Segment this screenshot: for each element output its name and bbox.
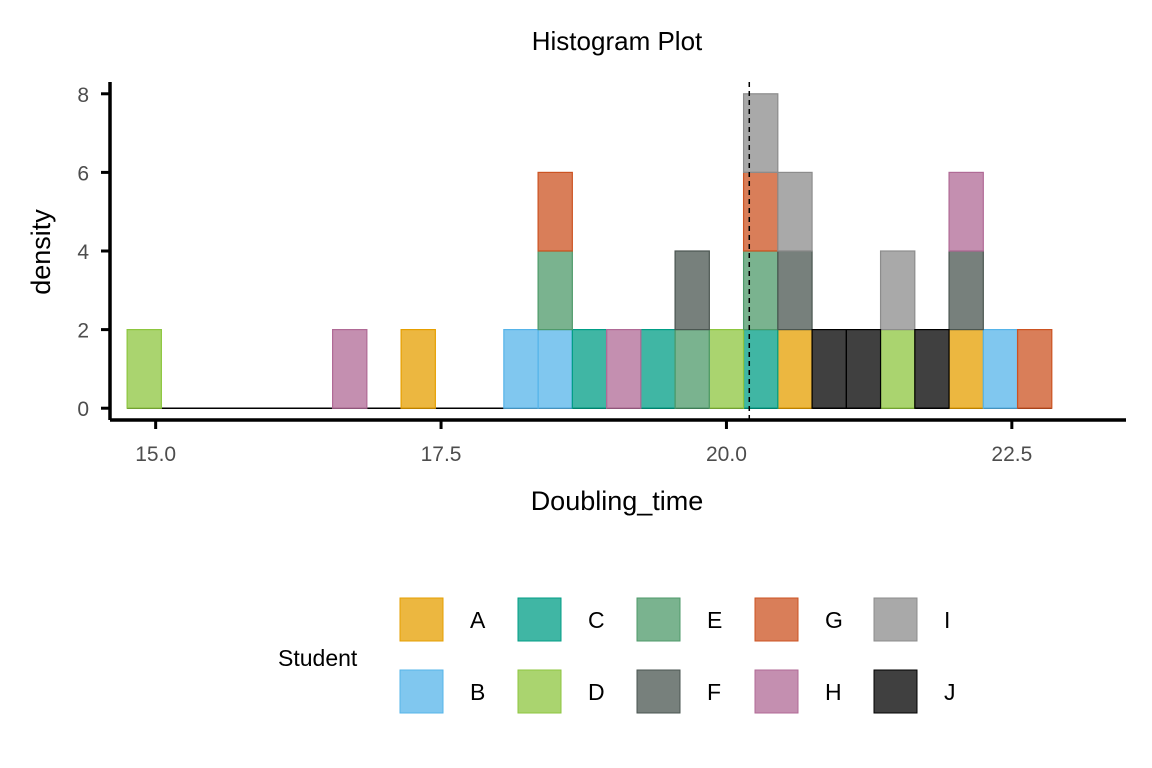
axes-layer: 15.0 17.5 20.0 22.5 0 2 4 6 8 <box>77 82 1126 466</box>
chart-title: Histogram Plot <box>532 26 703 56</box>
bar-B-bin-12 <box>537 329 573 409</box>
bar-A-bin-8 <box>400 329 436 409</box>
x-tick-label: 17.5 <box>421 443 462 466</box>
bar-D-bin-17 <box>708 329 745 409</box>
bar-I-bin-22 <box>879 250 916 331</box>
bar-C-bin-18 <box>742 329 779 409</box>
legend-label-F: F <box>707 679 721 705</box>
bar-C-bin-15 <box>640 329 676 409</box>
legend-key-F <box>636 669 681 714</box>
bar-J-bin-23 <box>914 329 950 409</box>
legend-key-I <box>873 597 918 642</box>
bar-E-bin-12 <box>537 250 573 331</box>
legend-label-A: A <box>470 607 486 633</box>
y-axis-title: density <box>26 209 56 295</box>
legend-key-J <box>873 669 918 714</box>
bar-A-bin-19 <box>777 329 813 409</box>
legend-label-J: J <box>944 679 956 705</box>
legend-key-C <box>517 597 562 642</box>
y-tick-label: 0 <box>77 398 89 421</box>
bar-J-bin-21 <box>845 329 882 409</box>
bar-F-bin-19 <box>777 250 813 331</box>
bar-I-bin-18 <box>742 93 779 173</box>
bar-H-bin-24 <box>948 171 984 252</box>
y-tick-label: 4 <box>77 241 89 264</box>
bar-D-bin-0 <box>126 329 162 409</box>
bar-G-bin-12 <box>537 171 573 252</box>
legend-key-B <box>399 669 444 714</box>
x-tick-label: 20.0 <box>706 443 747 466</box>
bar-E-bin-16 <box>674 329 710 409</box>
bar-D-bin-22 <box>879 329 916 409</box>
y-tick-label: 6 <box>77 162 89 185</box>
x-tick-label: 22.5 <box>991 443 1032 466</box>
legend-label-C: C <box>588 607 605 633</box>
bar-C-bin-13 <box>571 329 608 409</box>
bars-layer <box>126 82 1053 420</box>
legend-title: Student <box>278 645 358 671</box>
legend-label-E: E <box>707 607 722 633</box>
bar-G-bin-26 <box>1016 329 1053 409</box>
legend-label-D: D <box>588 679 605 705</box>
legend-label-B: B <box>470 679 485 705</box>
bar-J-bin-20 <box>811 329 847 409</box>
y-tick-label: 8 <box>77 84 89 107</box>
legend-key-D <box>517 669 562 714</box>
x-axis-title: Doubling_time <box>531 486 704 516</box>
legend: Student A B C D E F G H I J <box>278 597 956 714</box>
bar-B-bin-25 <box>982 329 1019 409</box>
bar-I-bin-19 <box>777 171 813 252</box>
bar-F-bin-16 <box>674 250 710 331</box>
bar-F-bin-24 <box>948 250 984 331</box>
legend-key-A <box>399 597 444 642</box>
y-tick-label: 2 <box>77 320 89 343</box>
legend-label-I: I <box>944 607 950 633</box>
legend-key-G <box>754 597 799 642</box>
legend-key-H <box>754 669 799 714</box>
legend-label-H: H <box>825 679 842 705</box>
bar-H-bin-14 <box>605 329 642 409</box>
bar-B-bin-11 <box>503 329 539 409</box>
bar-A-bin-24 <box>948 329 984 409</box>
x-tick-label: 15.0 <box>135 443 176 466</box>
legend-key-E <box>636 597 681 642</box>
legend-label-G: G <box>825 607 843 633</box>
bar-H-bin-6 <box>332 329 368 409</box>
